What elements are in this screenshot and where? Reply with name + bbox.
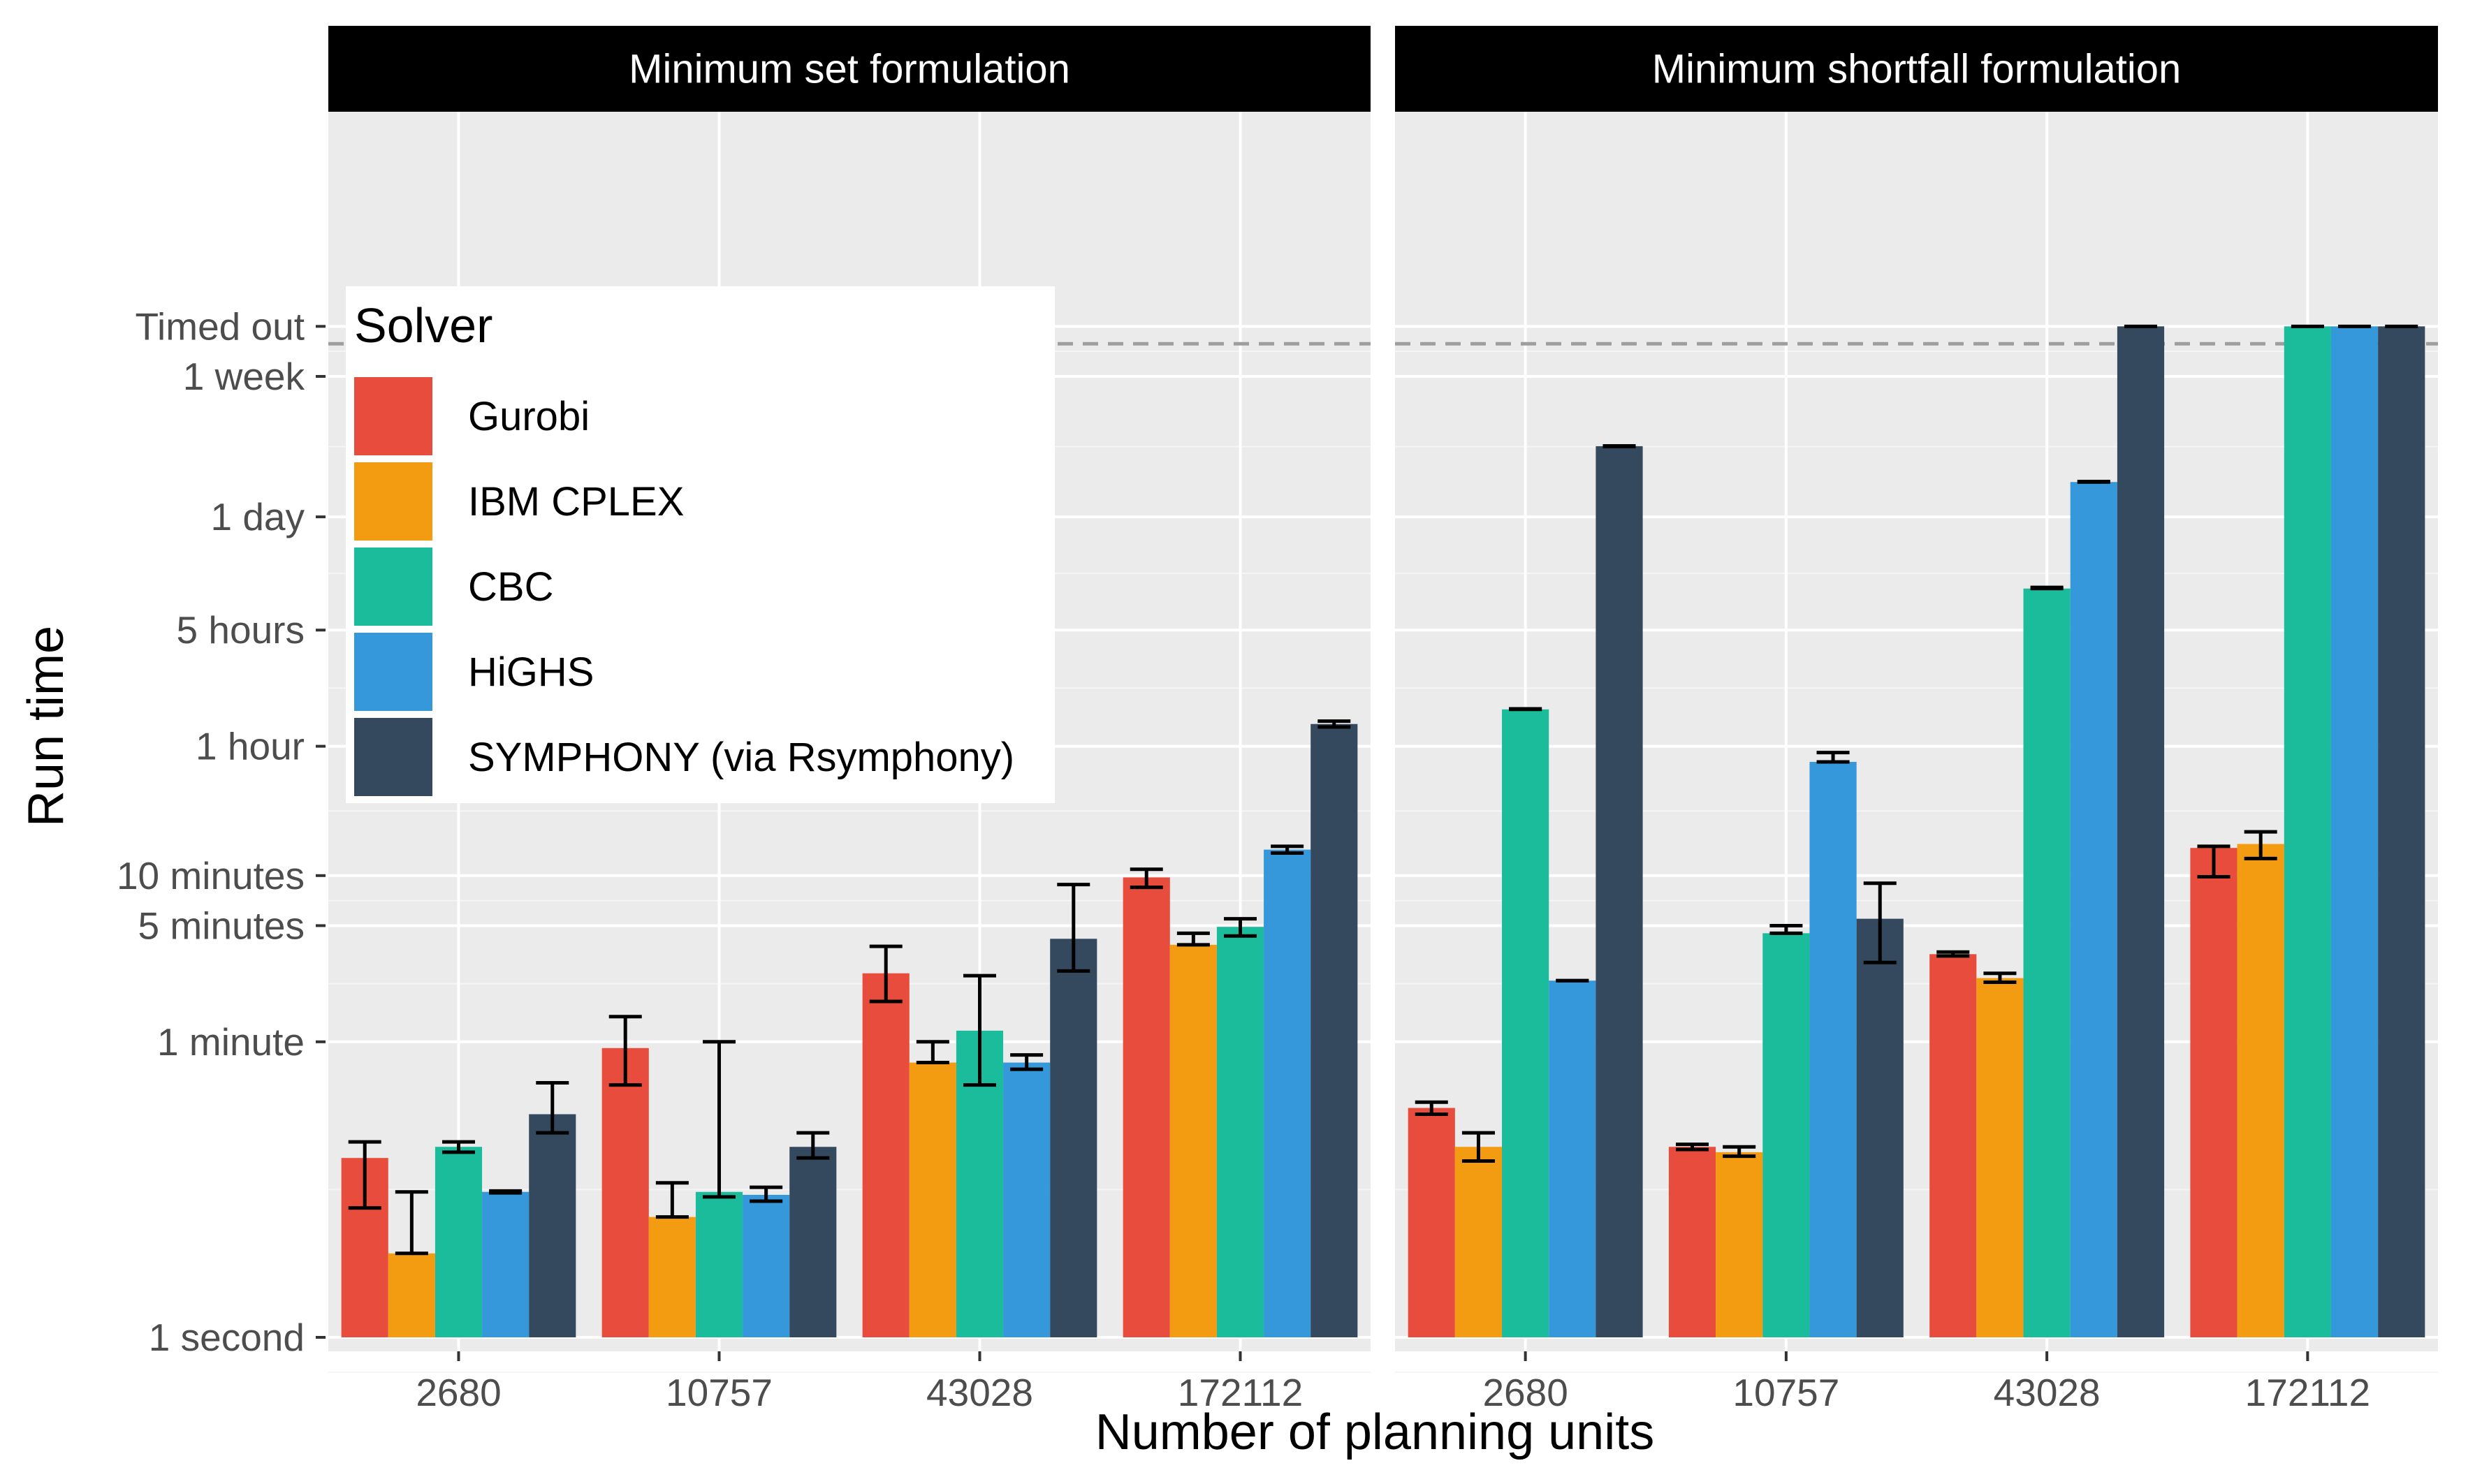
- legend-key: [354, 462, 432, 541]
- panel-strip: [1395, 26, 2438, 112]
- bar: [1310, 723, 1358, 1337]
- bar: [1549, 980, 1596, 1337]
- x-tick-label: 172112: [1178, 1371, 1303, 1414]
- bar: [1454, 1147, 1503, 1337]
- bar: [1003, 1062, 1051, 1337]
- x-tick-label: 2680: [1482, 1371, 1568, 1414]
- x-tick-label: 43028: [926, 1371, 1033, 1414]
- bar: [1716, 1152, 1763, 1337]
- x-tick-label: 172112: [2245, 1371, 2370, 1414]
- legend-title: Solver: [354, 298, 492, 353]
- bar: [909, 1062, 956, 1337]
- panel-strip-title: Minimum shortfall formulation: [1652, 47, 2181, 92]
- y-axis: 1 second 1 minute 5 minutes 10 minutes 1 hou…: [117, 304, 326, 1359]
- bar: [1976, 978, 2024, 1337]
- y-tick-label: 1 minute: [157, 1020, 305, 1064]
- bar: [1856, 918, 1904, 1337]
- bar: [1809, 761, 1857, 1337]
- legend-key: [354, 718, 432, 796]
- bar: [1408, 1108, 1455, 1337]
- bar: [2070, 482, 2117, 1337]
- bar: [789, 1147, 837, 1337]
- y-tick-label: 1 hour: [196, 725, 305, 768]
- bar: [1169, 944, 1217, 1337]
- x-tick-label: 10757: [666, 1371, 773, 1414]
- y-tick-label: 1 week: [183, 355, 305, 398]
- bar: [2330, 326, 2379, 1337]
- panel-strip-title: Minimum set formulation: [629, 47, 1070, 92]
- legend-label: SYMPHONY (via Rsymphony): [468, 735, 1014, 780]
- bar: [435, 1147, 483, 1337]
- bar: [2190, 848, 2237, 1337]
- x-tick-label: 43028: [1994, 1371, 2101, 1414]
- x-tick-label: 2680: [416, 1371, 501, 1414]
- legend: Solver Gurobi IBM CPLEX CBC HiGHS SYMPHONY (v…: [346, 286, 1055, 803]
- y-tick-label: 5 hours: [177, 608, 305, 652]
- x-tick-label: 10757: [1732, 1371, 1839, 1414]
- y-tick-label: Timed out: [135, 304, 305, 348]
- bar: [1668, 1147, 1716, 1337]
- bar: [1762, 933, 1810, 1337]
- y-tick-label: 1 second: [149, 1316, 305, 1359]
- legend-label: Gurobi: [468, 394, 590, 439]
- panel-2: Minimum shortfall formulation: [1395, 26, 2438, 1373]
- y-tick-label: 10 minutes: [117, 854, 305, 897]
- legend-label: HiGHS: [468, 649, 594, 695]
- bar: [2023, 588, 2071, 1337]
- bar: [648, 1217, 696, 1337]
- y-tick-label: 1 day: [210, 495, 305, 538]
- bar: [743, 1194, 790, 1337]
- bar: [1596, 446, 1643, 1338]
- bar: [1050, 939, 1097, 1337]
- bar: [862, 973, 910, 1337]
- legend-key: [354, 377, 432, 455]
- legend-label: CBC: [468, 564, 553, 610]
- bar: [1264, 849, 1311, 1337]
- y-tick-label: 5 minutes: [138, 904, 305, 947]
- bar: [2117, 326, 2165, 1337]
- panel-strip: [328, 26, 1371, 112]
- bar: [529, 1114, 576, 1337]
- bar: [601, 1048, 649, 1337]
- legend-key: [354, 548, 432, 626]
- x-axis: 2680 10757 43028 172112 2680 10757 43028 172112: [416, 1351, 2370, 1414]
- bar: [1123, 877, 1170, 1337]
- bar: [2237, 844, 2284, 1337]
- legend-label: IBM CPLEX: [468, 479, 684, 524]
- bar: [2378, 326, 2425, 1337]
- bar: [695, 1191, 743, 1337]
- y-axis-title: Run time: [18, 626, 74, 827]
- x-axis-title: Number of planning units: [1095, 1404, 1654, 1460]
- legend-background: [346, 286, 1055, 803]
- bar: [1502, 709, 1549, 1337]
- bar: [388, 1253, 435, 1337]
- bar: [1216, 927, 1264, 1337]
- bar: [482, 1191, 530, 1337]
- bar: [1929, 954, 1977, 1337]
- bar: [2284, 326, 2331, 1337]
- legend-key: [354, 633, 432, 711]
- panels-layer: Minimum set formulation Minimum shortfall…: [328, 26, 2438, 1373]
